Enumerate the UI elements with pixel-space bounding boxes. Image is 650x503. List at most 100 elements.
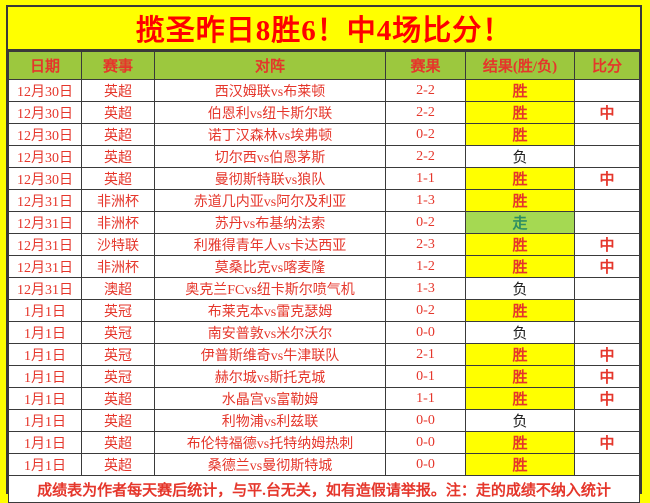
cell-date: 12月31日 bbox=[8, 277, 82, 300]
cell-match: 苏丹vs布基纳法索 bbox=[154, 211, 386, 234]
cell-match: 伊普斯维奇vs牛津联队 bbox=[154, 343, 386, 366]
table-row: 12月31日 非洲杯 苏丹vs布基纳法索 0-2 走 bbox=[8, 211, 640, 234]
cell-result: 胜 bbox=[465, 299, 575, 322]
cell-hit bbox=[574, 299, 640, 322]
cell-league: 沙特联 bbox=[81, 233, 155, 256]
cell-score: 0-2 bbox=[385, 211, 466, 234]
cell-hit: 中 bbox=[574, 233, 640, 256]
cell-result: 胜 bbox=[465, 453, 575, 476]
cell-match: 布伦特福德vs托特纳姆热刺 bbox=[154, 431, 386, 454]
table-row: 12月30日 英超 切尔西vs伯恩茅斯 2-2 负 bbox=[8, 145, 640, 168]
cell-result: 胜 bbox=[465, 123, 575, 146]
results-footer: 成绩表为作者每天赛后统计，与平.台无关，如有造假请举报。注：走的成绩不纳入统计 bbox=[8, 475, 640, 503]
cell-match: 赫尔城vs斯托克城 bbox=[154, 365, 386, 388]
cell-hit: 中 bbox=[574, 343, 640, 366]
cell-score: 2-1 bbox=[385, 343, 466, 366]
cell-result: 负 bbox=[465, 321, 575, 344]
table-row: 12月31日 澳超 奥克兰FCvs纽卡斯尔喷气机 1-3 负 bbox=[8, 277, 640, 300]
cell-hit bbox=[574, 79, 640, 102]
column-header-score: 赛果 bbox=[385, 51, 466, 80]
cell-match: 水晶宫vs富勒姆 bbox=[154, 387, 386, 410]
cell-score: 2-3 bbox=[385, 233, 466, 256]
disclaimer-note: 成绩表为作者每天赛后统计，与平.台无关，如有造假请举报。注：走的成绩不纳入统计 bbox=[8, 475, 640, 503]
table-row: 12月31日 沙特联 利雅得青年人vs卡达西亚 2-3 胜 中 bbox=[8, 233, 640, 256]
cell-match: 莫桑比克vs喀麦隆 bbox=[154, 255, 386, 278]
column-header-match: 对阵 bbox=[154, 51, 386, 80]
cell-hit: 中 bbox=[574, 167, 640, 190]
cell-league: 英超 bbox=[81, 453, 155, 476]
cell-result: 负 bbox=[465, 277, 575, 300]
cell-league: 英超 bbox=[81, 409, 155, 432]
cell-match: 切尔西vs伯恩茅斯 bbox=[154, 145, 386, 168]
cell-score: 0-2 bbox=[385, 299, 466, 322]
cell-match: 利雅得青年人vs卡达西亚 bbox=[154, 233, 386, 256]
results-sheet: 揽圣昨日8胜6！中4场比分！ 日期 赛事 对阵 赛果 结果(胜/负) 比分 bbox=[6, 5, 642, 503]
cell-score: 1-3 bbox=[385, 189, 466, 212]
cell-date: 1月1日 bbox=[8, 365, 82, 388]
cell-date: 12月30日 bbox=[8, 167, 82, 190]
cell-match: 诺丁汉森林vs埃弗顿 bbox=[154, 123, 386, 146]
cell-match: 曼彻斯特联vs狼队 bbox=[154, 167, 386, 190]
results-table: 日期 赛事 对阵 赛果 结果(胜/负) 比分 12月30日 英超 西汉姆联vs布… bbox=[8, 51, 640, 503]
cell-date: 12月31日 bbox=[8, 233, 82, 256]
cell-hit: 中 bbox=[574, 101, 640, 124]
page-title: 揽圣昨日8胜6！中4场比分！ bbox=[8, 7, 640, 51]
cell-score: 2-2 bbox=[385, 101, 466, 124]
cell-date: 1月1日 bbox=[8, 299, 82, 322]
cell-date: 12月31日 bbox=[8, 255, 82, 278]
cell-date: 12月30日 bbox=[8, 123, 82, 146]
cell-hit bbox=[574, 189, 640, 212]
cell-hit: 中 bbox=[574, 365, 640, 388]
cell-league: 英超 bbox=[81, 167, 155, 190]
cell-league: 非洲杯 bbox=[81, 255, 155, 278]
cell-league: 英超 bbox=[81, 387, 155, 410]
cell-date: 1月1日 bbox=[8, 321, 82, 344]
cell-date: 12月31日 bbox=[8, 189, 82, 212]
table-row: 1月1日 英超 布伦特福德vs托特纳姆热刺 0-0 胜 中 bbox=[8, 431, 640, 454]
table-row: 12月30日 英超 曼彻斯特联vs狼队 1-1 胜 中 bbox=[8, 167, 640, 190]
cell-match: 奥克兰FCvs纽卡斯尔喷气机 bbox=[154, 277, 386, 300]
cell-result: 负 bbox=[465, 409, 575, 432]
cell-hit bbox=[574, 211, 640, 234]
table-row: 1月1日 英冠 伊普斯维奇vs牛津联队 2-1 胜 中 bbox=[8, 343, 640, 366]
cell-date: 1月1日 bbox=[8, 387, 82, 410]
cell-league: 英冠 bbox=[81, 343, 155, 366]
cell-score: 0-0 bbox=[385, 431, 466, 454]
cell-hit bbox=[574, 123, 640, 146]
cell-result: 负 bbox=[465, 145, 575, 168]
cell-result: 胜 bbox=[465, 167, 575, 190]
table-row: 1月1日 英超 利物浦vs利兹联 0-0 负 bbox=[8, 409, 640, 432]
cell-score: 1-1 bbox=[385, 387, 466, 410]
cell-date: 1月1日 bbox=[8, 453, 82, 476]
cell-league: 澳超 bbox=[81, 277, 155, 300]
cell-league: 英超 bbox=[81, 101, 155, 124]
cell-score: 0-0 bbox=[385, 453, 466, 476]
header-row: 日期 赛事 对阵 赛果 结果(胜/负) 比分 bbox=[8, 51, 640, 80]
cell-date: 12月30日 bbox=[8, 101, 82, 124]
cell-hit: 中 bbox=[574, 255, 640, 278]
results-table-wrapper: 日期 赛事 对阵 赛果 结果(胜/负) 比分 12月30日 英超 西汉姆联vs布… bbox=[8, 51, 640, 503]
cell-result: 胜 bbox=[465, 79, 575, 102]
cell-match: 伯恩利vs纽卡斯尔联 bbox=[154, 101, 386, 124]
cell-hit bbox=[574, 321, 640, 344]
cell-result: 走 bbox=[465, 211, 575, 234]
cell-league: 英超 bbox=[81, 79, 155, 102]
cell-result: 胜 bbox=[465, 387, 575, 410]
cell-score: 1-1 bbox=[385, 167, 466, 190]
table-row: 1月1日 英超 桑德兰vs曼彻斯特城 0-0 胜 bbox=[8, 453, 640, 476]
cell-date: 1月1日 bbox=[8, 343, 82, 366]
table-row: 1月1日 英冠 布莱克本vs雷克瑟姆 0-2 胜 bbox=[8, 299, 640, 322]
cell-result: 胜 bbox=[465, 189, 575, 212]
table-row: 1月1日 英冠 南安普敦vs米尔沃尔 0-0 负 bbox=[8, 321, 640, 344]
cell-match: 南安普敦vs米尔沃尔 bbox=[154, 321, 386, 344]
cell-date: 12月30日 bbox=[8, 79, 82, 102]
results-header: 日期 赛事 对阵 赛果 结果(胜/负) 比分 bbox=[8, 51, 640, 80]
footer-row: 成绩表为作者每天赛后统计，与平.台无关，如有造假请举报。注：走的成绩不纳入统计 bbox=[8, 475, 640, 503]
results-body: 12月30日 英超 西汉姆联vs布莱顿 2-2 胜 12月30日 英超 伯恩利v… bbox=[8, 79, 640, 476]
cell-match: 利物浦vs利兹联 bbox=[154, 409, 386, 432]
table-row: 12月30日 英超 伯恩利vs纽卡斯尔联 2-2 胜 中 bbox=[8, 101, 640, 124]
cell-league: 英超 bbox=[81, 145, 155, 168]
cell-result: 胜 bbox=[465, 431, 575, 454]
cell-result: 胜 bbox=[465, 255, 575, 278]
column-header-result: 结果(胜/负) bbox=[465, 51, 575, 80]
